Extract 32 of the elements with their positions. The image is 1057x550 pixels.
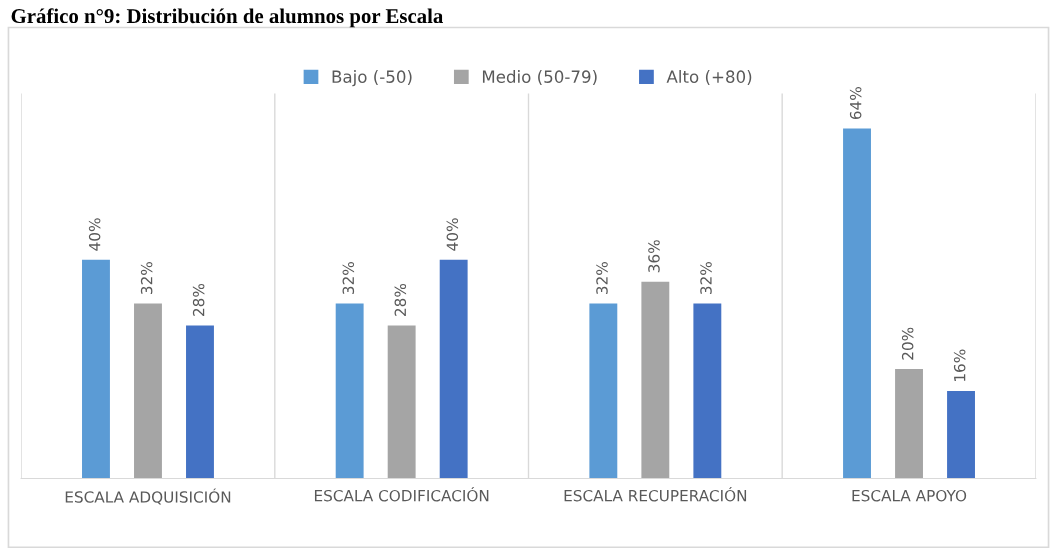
chart-title: Gráfico n°9: Distribución de alumnos por Escala xyxy=(11,8,444,28)
bar xyxy=(186,325,214,479)
x-tick-label: ESCALA APOYO xyxy=(852,489,967,502)
data-label: 32% xyxy=(140,262,153,294)
legend-label: Alto (+80) xyxy=(666,70,752,85)
bar xyxy=(589,303,618,479)
data-label: 32% xyxy=(700,262,712,294)
data-label: 36% xyxy=(648,240,660,273)
data-label: 64% xyxy=(849,87,862,120)
data-label: 16% xyxy=(953,349,966,381)
x-tick-label: ESCALA CODIFICACIÓN xyxy=(314,487,489,502)
bar xyxy=(134,303,162,479)
bar xyxy=(439,259,468,479)
bar xyxy=(387,325,416,479)
bar xyxy=(895,369,923,479)
x-tick-label: ESCALA RECUPERACIÓN xyxy=(564,487,747,502)
legend-label: Medio (50-79) xyxy=(482,70,597,85)
x-tick-label: ESCALA ADQUISICIÓN xyxy=(65,488,231,505)
data-label: 40% xyxy=(446,218,459,251)
data-label: 32% xyxy=(596,262,608,294)
bar xyxy=(641,281,670,479)
bar xyxy=(82,259,110,479)
bar xyxy=(335,303,364,479)
bar xyxy=(947,391,975,479)
data-label: 20% xyxy=(901,327,914,360)
data-label: 32% xyxy=(342,262,355,294)
bar xyxy=(843,128,871,479)
legend-label: Bajo (-50) xyxy=(332,70,412,87)
data-label: 28% xyxy=(192,283,205,316)
data-label: 28% xyxy=(394,283,407,316)
bar xyxy=(693,303,722,479)
data-label: 40% xyxy=(88,218,101,251)
